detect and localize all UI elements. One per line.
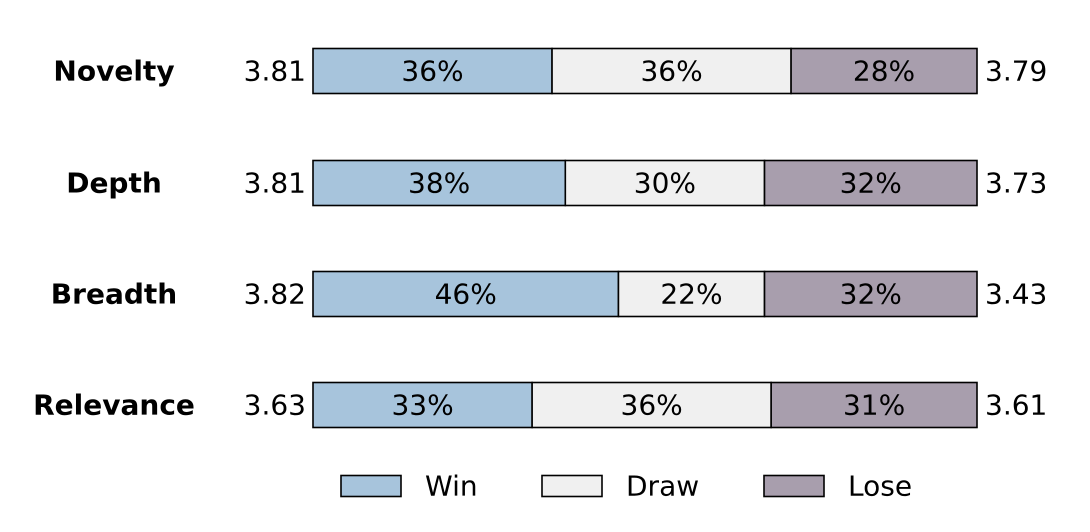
bar-lose-novelty: [790, 47, 978, 95]
data-label-draw-relevance: 36%: [621, 389, 683, 422]
category-label-depth: Depth: [66, 167, 162, 200]
bar-draw-breadth: [617, 270, 766, 318]
legend-swatch-win: [340, 474, 402, 498]
legend-label-win: Win: [425, 470, 478, 503]
right-score-breadth: 3.43: [985, 278, 1047, 311]
legend-item-win: Win: [340, 470, 478, 503]
left-score-depth: 3.81: [244, 167, 306, 200]
legend-label-draw: Draw: [626, 470, 699, 503]
data-label-win-breadth: 46%: [435, 278, 497, 311]
legend-swatch-draw: [541, 474, 603, 498]
chart-rows: Novelty 3.81 36% 36% 28% 3.79 Depth 3.81 38% 30% 3…: [33, 47, 1047, 429]
category-label-novelty: Novelty: [53, 55, 174, 88]
bar-row-relevance: Relevance 3.63 33% 36% 31% 3.61: [33, 381, 1047, 429]
data-label-draw-depth: 30%: [634, 167, 696, 200]
right-score-novelty: 3.79: [985, 55, 1047, 88]
bar-row-novelty: Novelty 3.81 36% 36% 28% 3.79: [53, 47, 1047, 95]
category-label-relevance: Relevance: [33, 389, 195, 422]
category-label-breadth: Breadth: [51, 278, 177, 311]
legend-item-draw: Draw: [541, 470, 699, 503]
bar-win-relevance: [312, 381, 533, 429]
left-score-relevance: 3.63: [244, 389, 306, 422]
bar-win-breadth: [312, 270, 620, 318]
bar-draw-novelty: [551, 47, 792, 95]
data-label-win-depth: 38%: [408, 167, 470, 200]
bar-draw-depth: [564, 159, 766, 207]
data-label-win-relevance: 33%: [391, 389, 453, 422]
data-label-lose-novelty: 28%: [853, 55, 915, 88]
bar-win-novelty: [312, 47, 553, 95]
left-score-breadth: 3.82: [244, 278, 306, 311]
bar-lose-breadth: [763, 270, 978, 318]
data-label-win-novelty: 36%: [401, 55, 463, 88]
legend-item-lose: Lose: [763, 470, 912, 503]
data-label-lose-depth: 32%: [840, 167, 902, 200]
data-label-draw-breadth: 22%: [660, 278, 722, 311]
data-label-draw-novelty: 36%: [640, 55, 702, 88]
bar-lose-depth: [763, 159, 978, 207]
bar-row-depth: Depth 3.81 38% 30% 32% 3.73: [66, 159, 1047, 207]
left-score-novelty: 3.81: [244, 55, 306, 88]
bar-lose-relevance: [770, 381, 978, 429]
bar-row-breadth: Breadth 3.82 46% 22% 32% 3.43: [51, 270, 1047, 318]
legend-label-lose: Lose: [848, 470, 912, 503]
legend-swatch-lose: [763, 474, 825, 498]
data-label-lose-relevance: 31%: [843, 389, 905, 422]
right-score-relevance: 3.61: [985, 389, 1047, 422]
right-score-depth: 3.73: [985, 167, 1047, 200]
legend: Win Draw Lose: [340, 470, 912, 503]
data-label-lose-breadth: 32%: [840, 278, 902, 311]
